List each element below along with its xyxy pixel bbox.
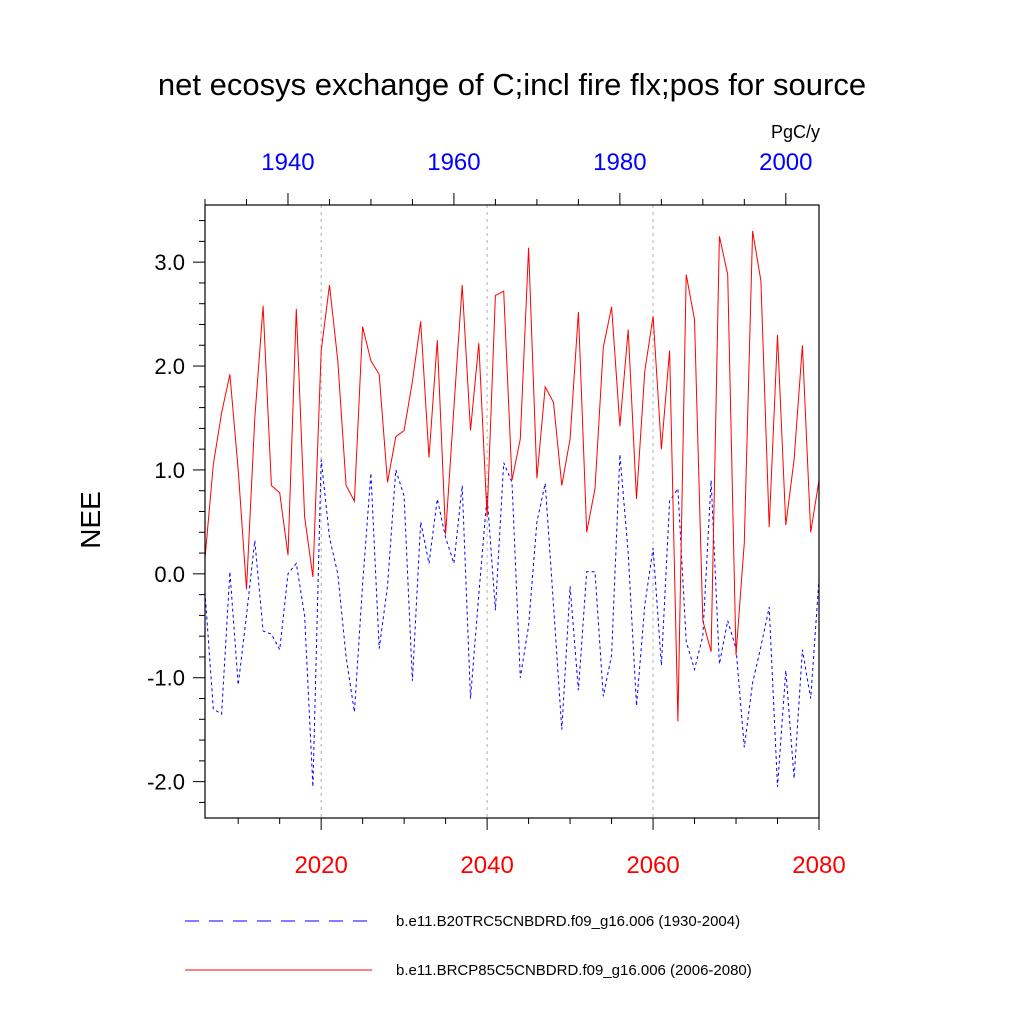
y-axis-tick-label: 3.0 xyxy=(154,250,185,275)
series-line-historical xyxy=(204,454,820,787)
series-line-rcp85 xyxy=(204,230,820,722)
plot-series xyxy=(204,230,820,787)
top-axis-tick-label: 2000 xyxy=(759,149,812,176)
y-axis-tick-label: -2.0 xyxy=(147,770,185,795)
y-axis-tick-label: 1.0 xyxy=(154,458,185,483)
y-axis-tick-label: 0.0 xyxy=(154,562,185,587)
legend-label-historical: b.e11.B20TRC5CNBDRD.f09_g16.006 (1930-20… xyxy=(396,913,740,930)
units-label: PgC/y xyxy=(771,122,820,142)
bottom-axis-tick-label: 2040 xyxy=(460,852,513,879)
axes: 2020 2040 2060 2080 1940 1960 1980 2000 3.0 2.0 1.… xyxy=(147,149,846,879)
legend: b.e11.B20TRC5CNBDRD.f09_g16.006 (1930-20… xyxy=(185,913,752,979)
bottom-axis-tick-label: 2060 xyxy=(626,852,679,879)
top-axis-tick-label: 1960 xyxy=(427,149,480,176)
y-axis-tick-label: -1.0 xyxy=(147,666,185,691)
top-axis-tick-label: 1940 xyxy=(261,149,314,176)
y-axis-label: NEE xyxy=(75,491,106,549)
bottom-axis-tick-label: 2080 xyxy=(792,852,845,879)
bottom-axis-tick-label: 2020 xyxy=(294,852,347,879)
top-axis-tick-label: 1980 xyxy=(593,149,646,176)
chart-title: net ecosys exchange of C;incl fire flx;p… xyxy=(158,67,866,102)
y-axis-tick-label: 2.0 xyxy=(154,354,185,379)
plot-frame xyxy=(204,204,820,819)
legend-label-rcp85: b.e11.BRCP85C5CNBDRD.f09_g16.006 (2006-2… xyxy=(396,962,752,979)
